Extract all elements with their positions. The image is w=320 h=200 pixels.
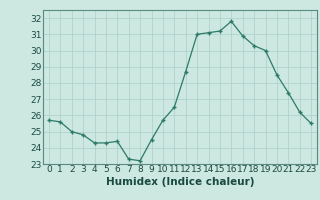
X-axis label: Humidex (Indice chaleur): Humidex (Indice chaleur) [106,177,254,187]
